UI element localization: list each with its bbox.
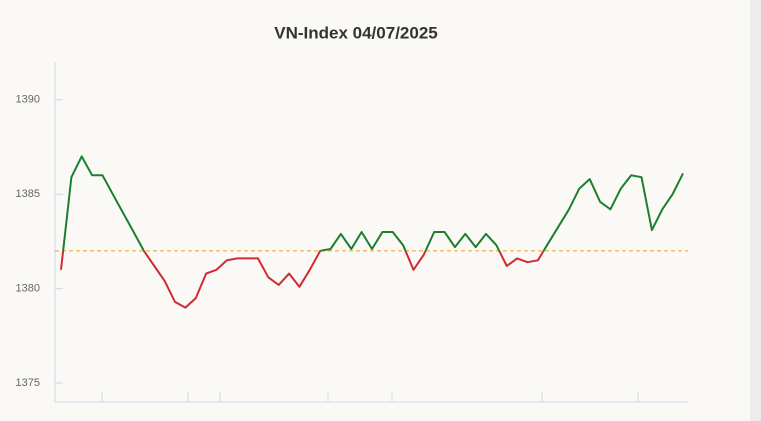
line-above — [62, 155, 684, 251]
y-tick-label: 1385 — [16, 188, 40, 200]
y-tick-label: 1390 — [16, 94, 40, 106]
x-ticks — [101, 392, 639, 402]
y-tick-label: 1380 — [16, 283, 40, 295]
scrollbar — [750, 0, 761, 421]
chart-title: VN-Index 04/07/2025 — [274, 23, 437, 42]
y-tick-label: 1375 — [16, 377, 40, 389]
line-below — [60, 250, 545, 309]
